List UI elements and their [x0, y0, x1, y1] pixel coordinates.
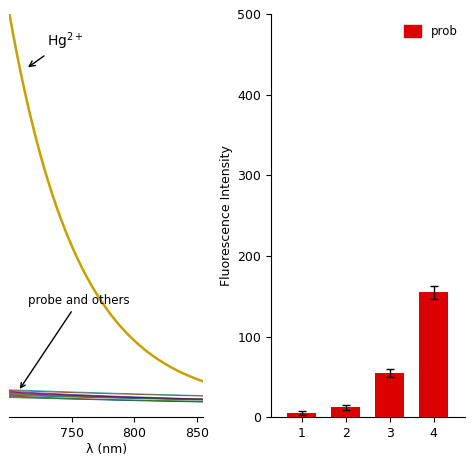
Bar — [375, 373, 404, 417]
Text: probe and others: probe and others — [21, 294, 130, 388]
Bar — [287, 413, 316, 417]
Bar — [419, 292, 448, 417]
X-axis label: λ (nm): λ (nm) — [86, 443, 127, 456]
Text: Hg$^{2+}$: Hg$^{2+}$ — [29, 30, 83, 66]
Legend: prob: prob — [399, 20, 463, 43]
Bar — [331, 408, 360, 417]
Y-axis label: Fluorescence Intensity: Fluorescence Intensity — [220, 145, 233, 286]
